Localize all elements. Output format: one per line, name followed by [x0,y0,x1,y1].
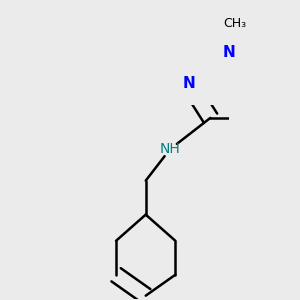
Text: CH₃: CH₃ [223,17,246,30]
Text: N: N [182,76,195,92]
Text: N: N [223,45,236,60]
Text: NH: NH [160,142,180,156]
